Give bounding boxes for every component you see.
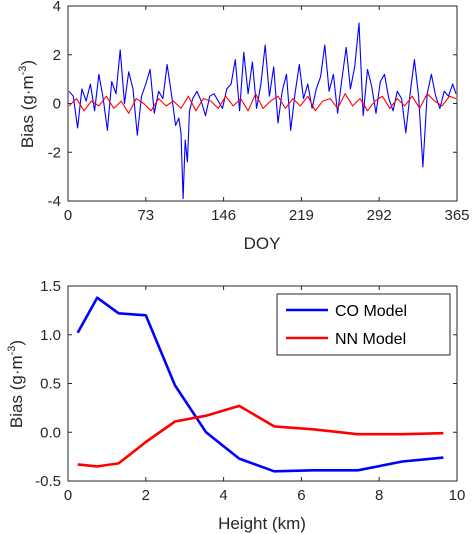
legend-label-co-model: CO Model [335,303,407,320]
doy-x-tick-label: 0 [64,207,72,224]
height-x-tick-label: 6 [297,487,305,504]
doy-x-axis-title: DOY [244,234,281,253]
doy-y-tick-label: -2 [48,144,61,161]
height-x-tick-label: 8 [375,487,383,504]
height-series-line-nn-model [77,404,444,468]
doy-x-tick-label: 292 [367,207,392,224]
legend-box [276,293,451,356]
height-x-tick-label: 10 [449,487,466,504]
doy-series-line-series-1 [68,22,457,200]
doy-y-tick-label: -4 [48,193,61,210]
doy-y-axis-title-prefix: Bias (g·m [18,75,37,148]
doy-y-axis-title-suffix: ) [18,60,37,66]
doy-y-axis-title-superscript: -3 [17,66,29,76]
doy-bias-panel: 0 73 146 219 292 365 -4 -2 0 2 4 DOY Bias (g·m-3) [17,0,470,253]
height-x-ticks: 0 2 4 6 8 10 [64,286,466,504]
doy-series-group [68,22,457,200]
height-y-axis-title-superscript: -3 [6,346,18,356]
height-bias-panel: 0 2 4 6 8 10 -0.5 0.0 0.5 1.0 1.5 Height (km) Bia… [6,278,465,533]
height-y-axis-title-suffix: ) [7,340,26,346]
height-y-tick-label: -0.5 [35,473,61,490]
height-x-tick-label: 0 [64,487,72,504]
height-y-ticks: -0.5 0.0 0.5 1.0 1.5 [35,278,457,490]
doy-series-line-series-2 [68,93,457,114]
legend-label-nn-model: NN Model [335,331,406,348]
doy-x-tick-label: 146 [211,207,236,224]
doy-y-tick-label: 2 [53,47,61,64]
doy-y-tick-label: 4 [53,0,61,15]
height-y-tick-label: 1.0 [40,327,61,344]
doy-x-tick-label: 219 [289,207,314,224]
height-y-axis-title-prefix: Bias (g·m [7,355,26,428]
doy-plot-frame [67,5,458,202]
legend: CO Model NN Model [276,293,451,356]
doy-x-tick-label: 73 [137,207,154,224]
height-y-tick-label: 0.0 [40,424,61,441]
height-series-group [76,296,444,473]
height-x-axis-title: Height (km) [218,514,306,533]
doy-y-axis-title: Bias (g·m-3) [17,60,37,148]
doy-x-tick-label: 365 [444,207,469,224]
doy-x-ticks: 0 73 146 219 292 365 [64,6,470,224]
height-series-line-co-model [76,296,444,473]
doy-y-ticks: -4 -2 0 2 4 [48,0,457,210]
height-y-tick-label: 0.5 [40,376,61,393]
height-x-tick-label: 4 [219,487,227,504]
height-y-tick-label: 1.5 [40,278,61,295]
height-plot-frame [67,285,458,482]
height-x-tick-label: 2 [142,487,150,504]
doy-y-tick-label: 0 [53,96,61,113]
height-y-axis-title: Bias (g·m-3) [6,340,26,428]
